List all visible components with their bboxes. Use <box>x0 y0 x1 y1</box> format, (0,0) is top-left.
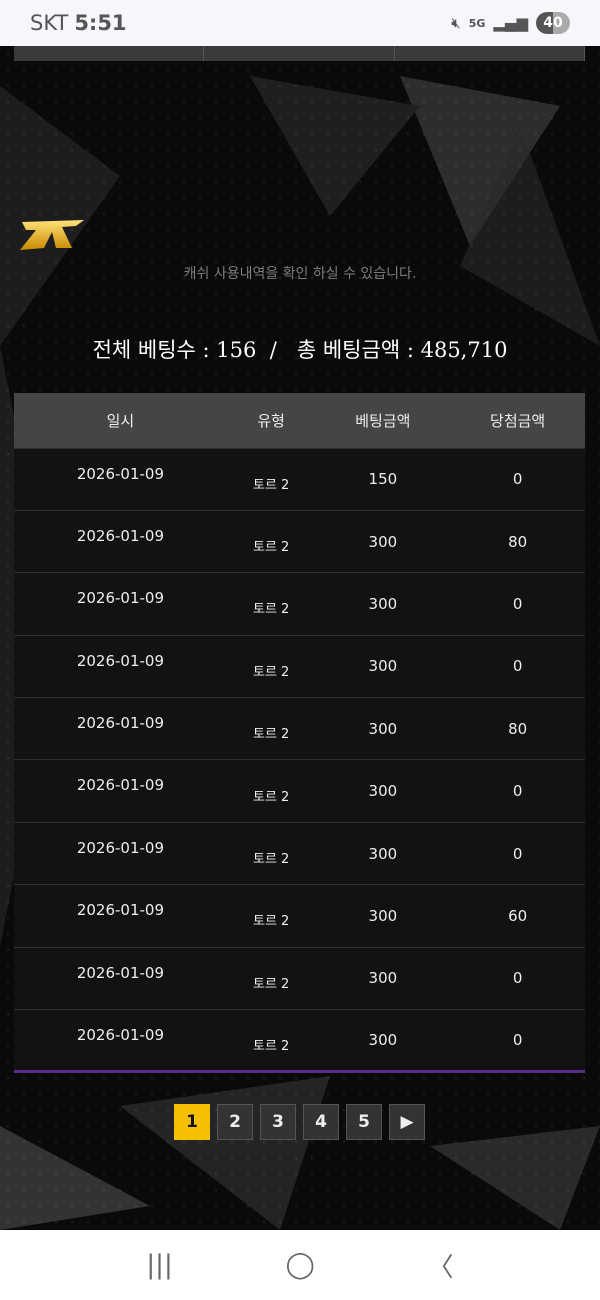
cell-bet-amount: 300 <box>315 884 451 948</box>
mute-icon: 🔇︎ <box>451 14 461 32</box>
total-bets-value: 156 <box>216 338 257 362</box>
cell-bet-amount: 300 <box>315 821 451 885</box>
battery-icon: 40 <box>536 12 570 34</box>
table-row: 2026-01-09 토르 2 300 0 <box>14 1009 585 1074</box>
cell-type: 토르 2 <box>226 572 316 636</box>
clock: 5:51 <box>74 11 127 35</box>
pagination: 1 2 3 4 5 ▶ <box>174 1104 425 1140</box>
page-button-1[interactable]: 1 <box>174 1104 210 1140</box>
cell-bet-amount: 150 <box>315 447 451 511</box>
cell-win-amount: 80 <box>450 509 585 573</box>
cell-type: 토르 2 <box>226 1009 316 1074</box>
table-row: 2026-01-09 토르 2 150 0 <box>14 447 585 511</box>
cell-bet-amount: 300 <box>315 946 451 1010</box>
cell-date: 2026-01-09 <box>14 946 227 1010</box>
colon: : <box>406 338 414 362</box>
cell-date: 2026-01-09 <box>14 697 227 760</box>
cell-bet-amount: 300 <box>315 634 451 698</box>
bet-history-table: 일시 유형 베팅금액 당첨금액 2026-01-09 토르 2 150 0 2026-0… <box>14 393 585 1074</box>
page-button-2[interactable]: 2 <box>217 1104 253 1140</box>
table-row: 2026-01-09 토르 2 300 0 <box>14 759 585 823</box>
cell-bet-amount: 300 <box>315 572 451 636</box>
table-row: 2026-01-09 토르 2 300 80 <box>14 697 585 760</box>
status-bar: SKT 5:51 🔇︎ 5G ▂▄▆ 40 <box>0 0 600 46</box>
table-row: 2026-01-09 토르 2 300 0 <box>14 634 585 698</box>
android-nav-bar: ||| ◯ 〈 <box>0 1230 600 1300</box>
total-amount-label: 총 베팅금액 <box>296 338 401 362</box>
cell-date: 2026-01-09 <box>14 821 227 885</box>
bet-summary: 전체 베팅수 : 156 / 총 베팅금액 : 485,710 <box>0 334 600 364</box>
cell-win-amount: 0 <box>450 759 585 823</box>
total-bets-label: 전체 베팅수 <box>92 338 196 362</box>
cell-date: 2026-01-09 <box>14 572 227 636</box>
recent-apps-button[interactable]: ||| <box>146 1250 173 1280</box>
cell-type: 토르 2 <box>226 759 316 823</box>
table-header: 일시 유형 베팅금액 당첨금액 <box>14 393 585 448</box>
cell-win-amount: 0 <box>450 572 585 636</box>
page-button-5[interactable]: 5 <box>346 1104 382 1140</box>
cell-bet-amount: 300 <box>315 759 451 823</box>
description-text: 캐쉬 사용내역을 확인 하실 수 있습니다. <box>183 266 417 282</box>
cell-date: 2026-01-09 <box>14 447 227 511</box>
zeta-logo <box>20 220 84 250</box>
header-type: 유형 <box>226 393 316 448</box>
page-button-3[interactable]: 3 <box>260 1104 296 1140</box>
next-page-button[interactable]: ▶ <box>389 1104 425 1140</box>
page-button-4[interactable]: 4 <box>303 1104 339 1140</box>
table-row: 2026-01-09 토르 2 300 0 <box>14 946 585 1010</box>
cell-win-amount: 0 <box>450 821 585 885</box>
cell-bet-amount: 300 <box>315 509 451 573</box>
cell-bet-amount: 300 <box>315 1009 451 1074</box>
cell-win-amount: 0 <box>450 1009 585 1074</box>
network-icon: 5G <box>468 16 486 30</box>
home-button[interactable]: ◯ <box>285 1250 315 1280</box>
separator: / <box>269 338 277 362</box>
cell-type: 토르 2 <box>226 447 316 511</box>
cell-type: 토르 2 <box>226 509 316 573</box>
cell-win-amount: 60 <box>450 884 585 948</box>
cell-bet-amount: 300 <box>315 697 451 760</box>
header-bet-amount: 베팅금액 <box>315 393 451 448</box>
table-row: 2026-01-09 토르 2 300 60 <box>14 884 585 948</box>
table-row: 2026-01-09 토르 2 300 0 <box>14 572 585 636</box>
cell-type: 토르 2 <box>226 946 316 1010</box>
cell-type: 토르 2 <box>226 884 316 948</box>
header-win-amount: 당첨금액 <box>450 393 585 448</box>
cell-date: 2026-01-09 <box>14 759 227 823</box>
cell-date: 2026-01-09 <box>14 509 227 573</box>
cell-win-amount: 80 <box>450 697 585 760</box>
colon: : <box>202 338 210 362</box>
total-amount-value: 485,710 <box>420 338 508 362</box>
cell-date: 2026-01-09 <box>14 884 227 948</box>
cell-date: 2026-01-09 <box>14 1009 227 1074</box>
top-tab-bar <box>14 46 585 61</box>
signal-icon: ▂▄▆ <box>493 14 528 32</box>
cell-win-amount: 0 <box>450 447 585 511</box>
back-button[interactable]: 〈 <box>427 1252 454 1283</box>
header-date: 일시 <box>14 393 227 448</box>
table-row: 2026-01-09 토르 2 300 0 <box>14 821 585 885</box>
cell-type: 토르 2 <box>226 821 316 885</box>
table-row: 2026-01-09 토르 2 300 80 <box>14 509 585 573</box>
cell-win-amount: 0 <box>450 634 585 698</box>
cell-win-amount: 0 <box>450 946 585 1010</box>
cell-type: 토르 2 <box>226 634 316 698</box>
cell-type: 토르 2 <box>226 697 316 760</box>
carrier: SKT <box>30 11 69 35</box>
cell-date: 2026-01-09 <box>14 634 227 698</box>
